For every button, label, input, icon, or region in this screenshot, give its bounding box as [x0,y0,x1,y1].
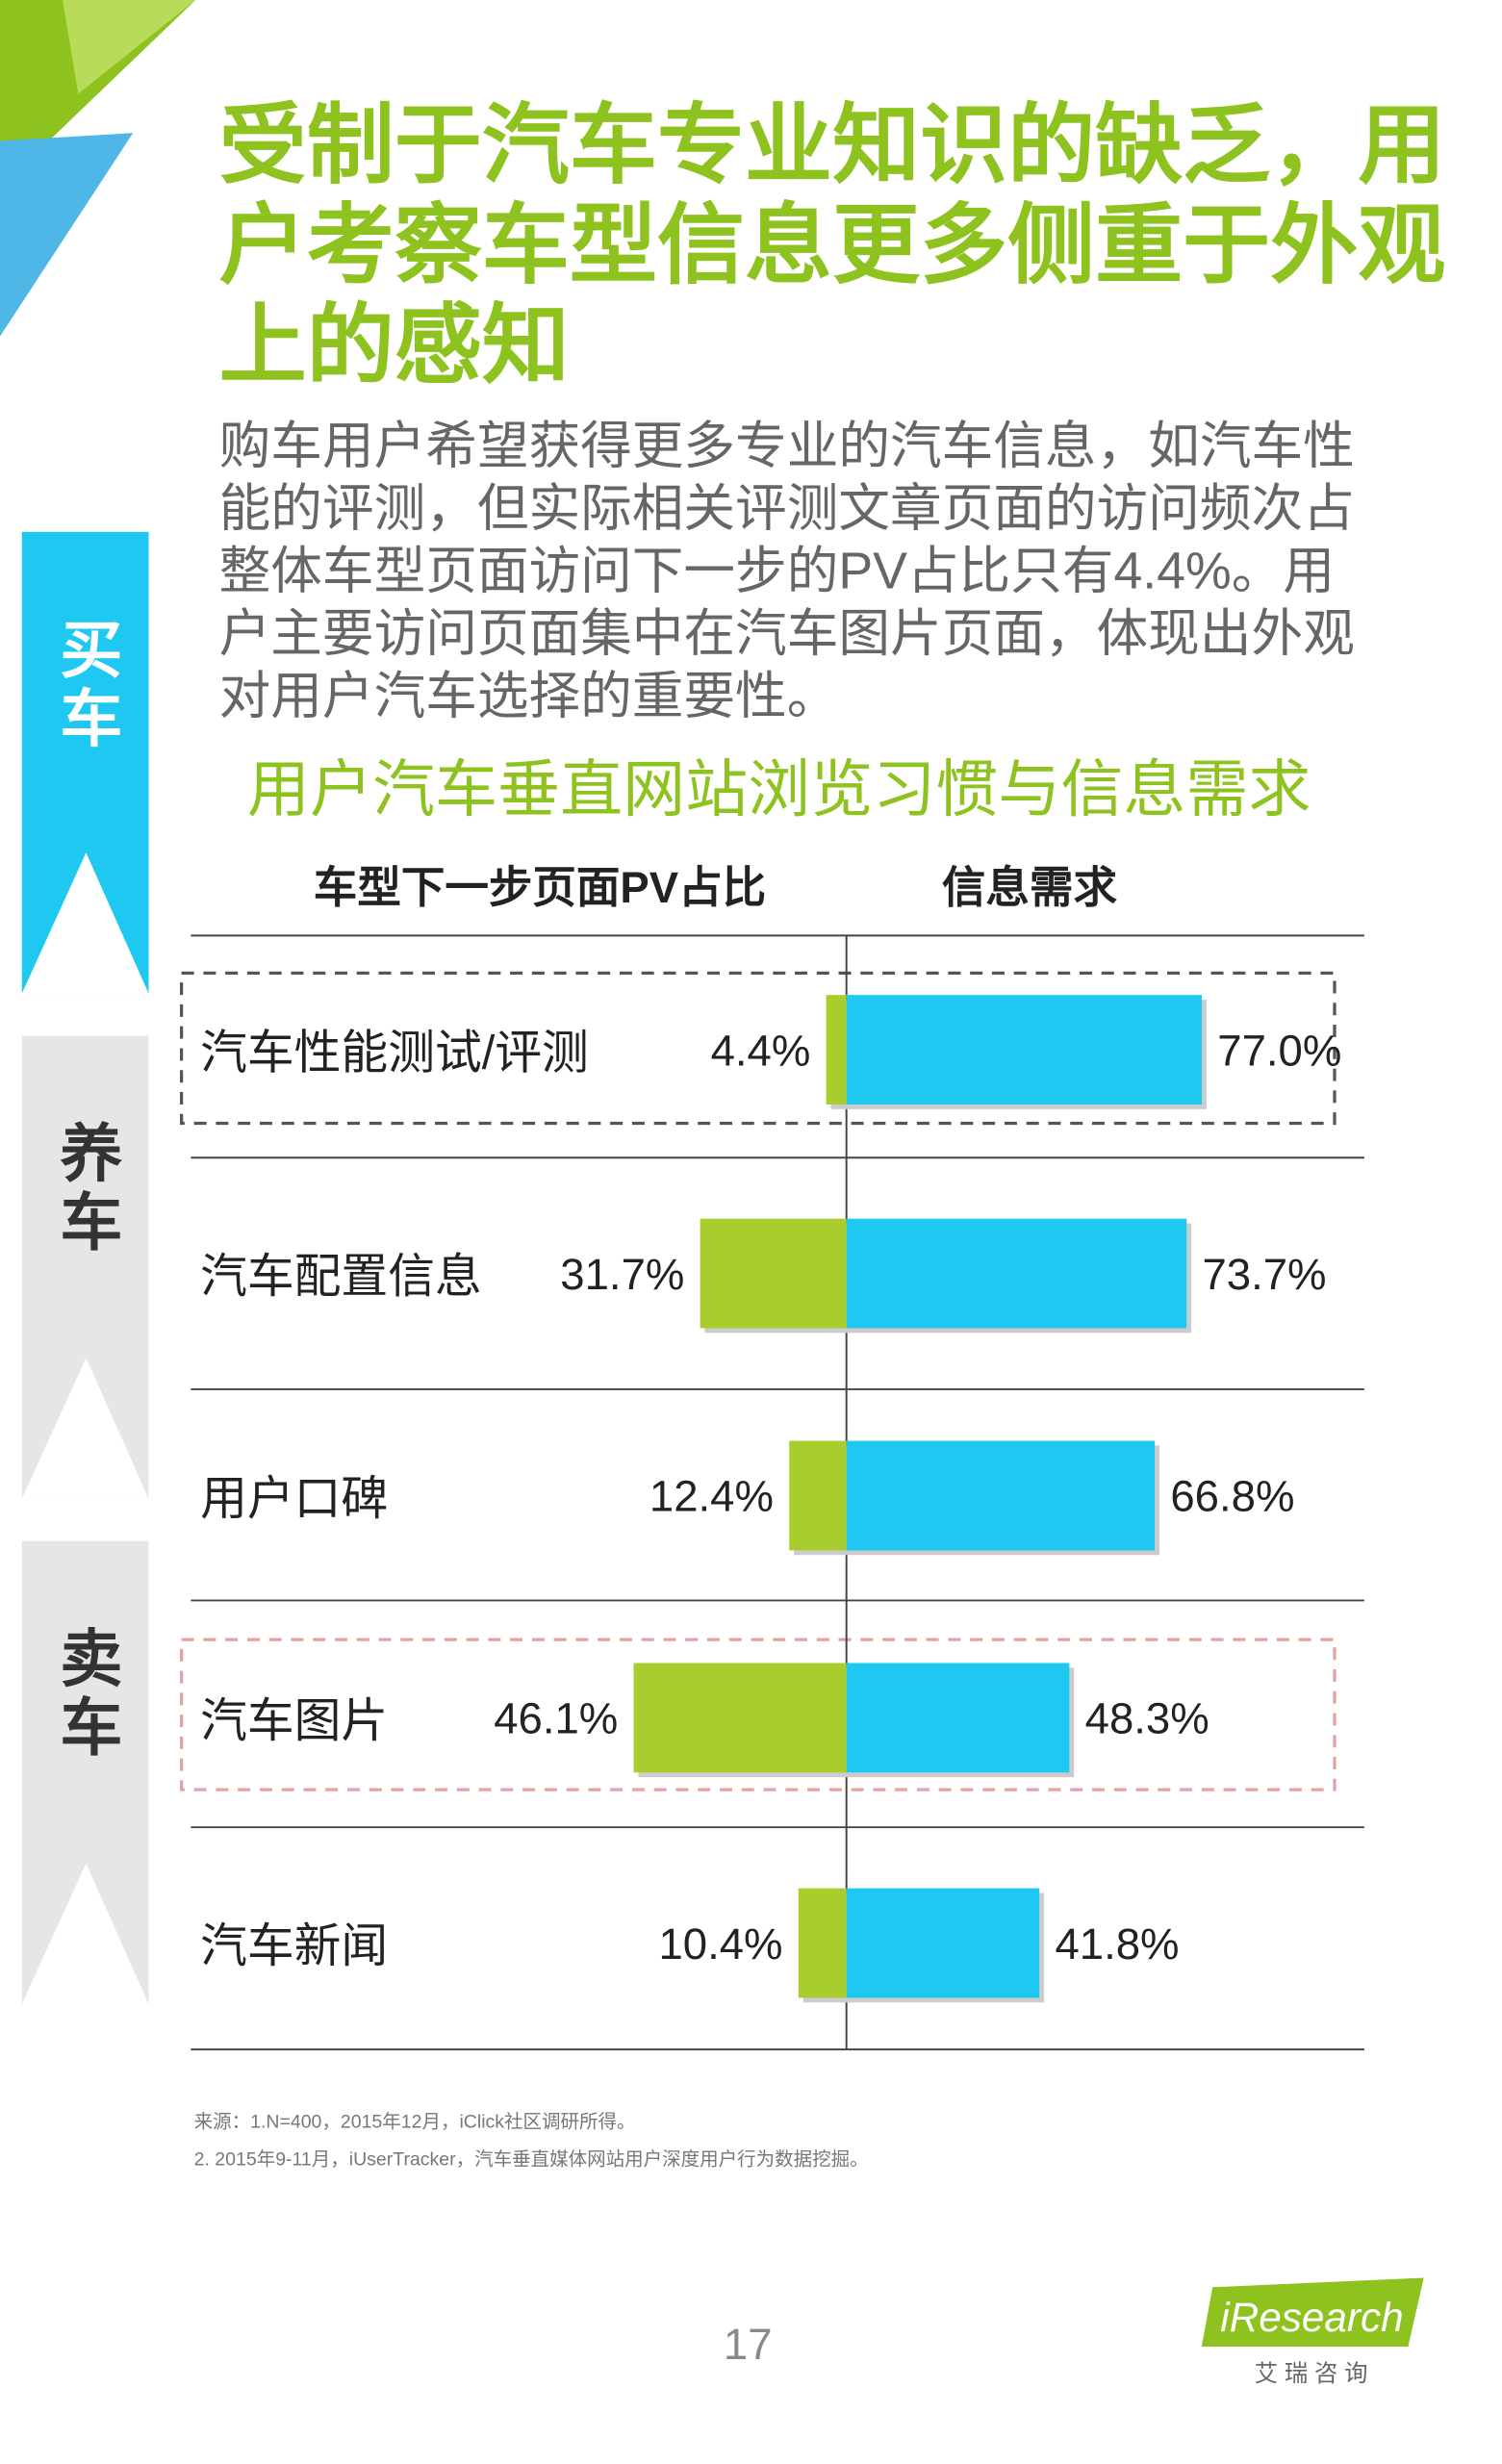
corner-decoration [63,0,196,94]
bar [846,1440,1156,1551]
source-note: 来源：1.N=400，2015年12月，iClick社区调研所得。 [194,2111,636,2132]
bar [700,1218,847,1329]
title: 上的感知 [219,297,570,394]
body-text: 整体车型页面访问下一步的PV占比只有4.4%。用 [219,542,1335,599]
value-label: 10.4% [658,1919,782,1969]
value-label: 66.8% [1170,1472,1294,1521]
title: 受制于汽车专业知识的缺乏，用 [219,97,1446,194]
value-label: 4.4% [711,1026,811,1075]
category-label: 汽车图片 [200,1695,388,1747]
category-label: 汽车新闻 [200,1920,388,1972]
bar [789,1440,847,1551]
logo-sub: 艾 瑞 咨 询 [1255,2361,1368,2387]
tab-arrow [21,1863,149,2004]
tab-label: 买车 [51,617,122,754]
highlight-box [179,971,1337,1126]
bar [846,1218,1187,1329]
tab-label: 养车 [51,1120,123,1257]
body-text: 购车用户希望获得更多专业的汽车信息，如汽车性 [219,417,1355,474]
category-label: 汽车配置信息 [200,1251,482,1303]
bar [846,995,1203,1105]
value-label: 46.1% [494,1694,618,1743]
legend-label: 车型下一步页面PV占比 [314,863,766,912]
tab-arrow [21,1358,149,1499]
logo-badge [1201,2277,1424,2348]
corner-decoration [0,133,134,337]
highlight-box [179,1638,1337,1791]
category-label: 汽车性能测试/评测 [200,1028,589,1080]
title: 户考察车型信息更多侧重于外观 [219,197,1446,294]
category-label: 用户口碑 [200,1473,388,1525]
value-label: 41.8% [1055,1919,1179,1969]
source-note: 2. 2015年9-11月，iUserTracker，汽车垂直媒体网站用户深度用… [194,2148,869,2170]
bar [826,995,847,1105]
legend-label: 信息需求 [942,863,1118,912]
value-label: 12.4% [649,1472,774,1521]
value-label: 73.7% [1202,1250,1326,1299]
body-text: 能的评测，但实际相关评测文章页面的访问频次占 [219,479,1355,537]
value-label: 77.0% [1217,1026,1341,1075]
tab-label: 卖车 [51,1625,121,1763]
page-number: 17 [724,2320,773,2369]
bar [846,1663,1070,1773]
bar [846,1888,1040,1998]
value-label: 31.7% [560,1250,684,1299]
bar [798,1888,847,1998]
chart-title: 用户汽车垂直网站浏览习惯与信息需求 [247,753,1311,824]
body-text: 户主要访问页面集中在汽车图片页面，体现出外观 [219,604,1355,662]
value-label: 48.3% [1085,1694,1209,1743]
logo: iResearch [1220,2295,1403,2340]
body-text: 对用户汽车选择的重要性。 [219,667,839,724]
tab-arrow [21,852,149,994]
bar [633,1663,847,1773]
